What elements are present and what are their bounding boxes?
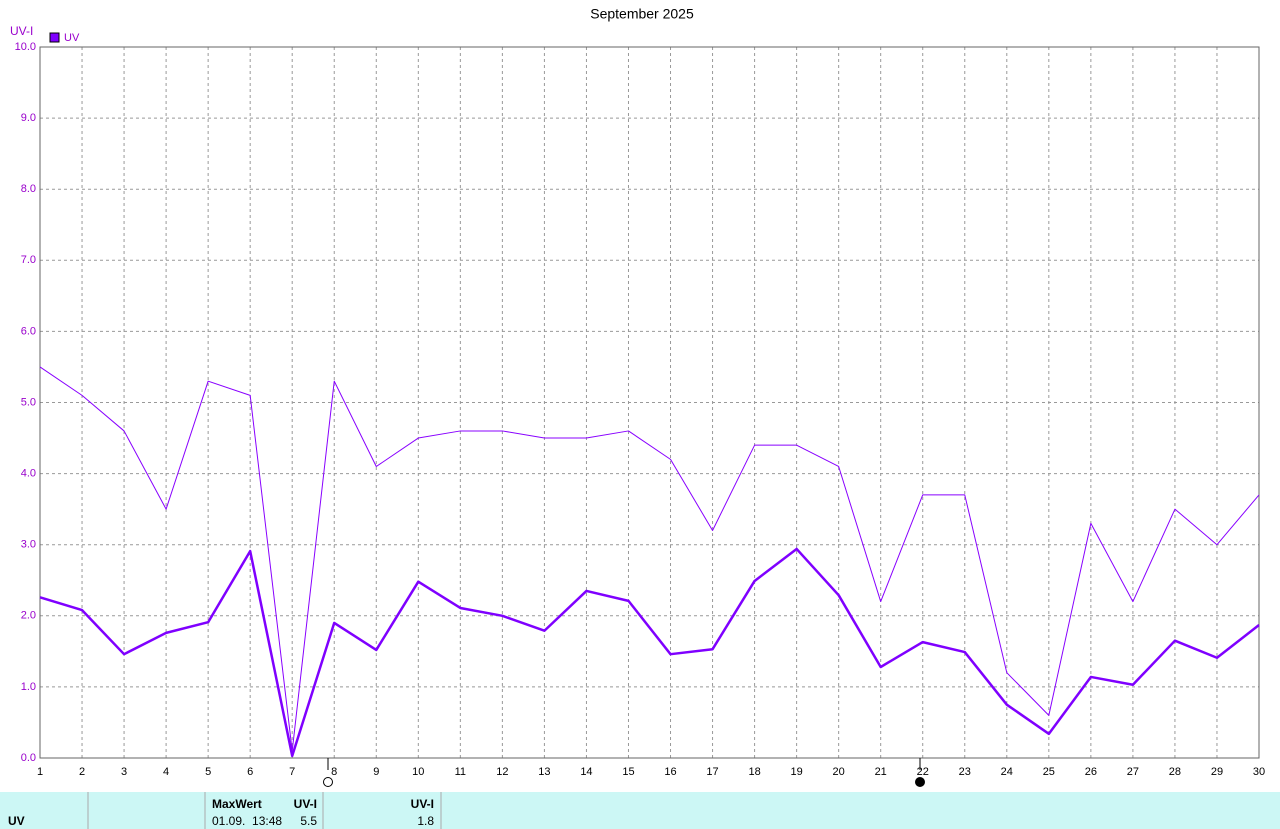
x-tick-label: 6 (247, 766, 253, 778)
legend-label: UV (64, 32, 80, 44)
moon-phase (323, 758, 925, 787)
y-tick-label: 0.0 (21, 752, 36, 764)
x-tick-label: 20 (833, 766, 845, 778)
y-tick-label: 8.0 (21, 183, 36, 195)
x-tick-label: 9 (373, 766, 379, 778)
y-tick-label: 10.0 (15, 41, 36, 53)
x-tick-label: 27 (1127, 766, 1139, 778)
y-tick-label: 4.0 (21, 468, 36, 480)
x-tick-label: 19 (790, 766, 802, 778)
x-tick-label: 25 (1043, 766, 1055, 778)
footer-header: UV-I (294, 797, 317, 811)
x-tick-label: 2 (79, 766, 85, 778)
footer-header: MaxWert (212, 797, 262, 811)
y-tick-label: 2.0 (21, 610, 36, 622)
x-tick-label: 4 (163, 766, 169, 778)
plot-frame (39, 46, 1260, 759)
footer-header: UV-I (411, 797, 434, 811)
x-tick-label: 11 (455, 766, 466, 778)
data-line (39, 366, 1260, 752)
x-tick-label: 28 (1169, 766, 1181, 778)
footer-cell: 01.09. 13:48 (212, 814, 282, 828)
x-tick-label: 21 (875, 766, 887, 778)
x-tick-label: 18 (748, 766, 760, 778)
new-moon (915, 777, 925, 787)
y-tick-label: 9.0 (21, 112, 36, 124)
x-tick-label: 23 (959, 766, 971, 778)
footer-bg (0, 792, 1280, 829)
data-line (39, 547, 1260, 758)
x-tick-label: 13 (538, 766, 550, 778)
x-tick-label: 8 (331, 766, 337, 778)
x-tick-label: 12 (496, 766, 508, 778)
y-tick-label: 7.0 (21, 254, 36, 266)
chart-title: September 2025 (590, 6, 694, 22)
y-tick-label: 3.0 (21, 539, 36, 551)
x-tick-label: 22 (917, 766, 929, 778)
x-tick-label: 5 (205, 766, 211, 778)
x-tick-label: 10 (412, 766, 424, 778)
x-tick-label: 3 (121, 766, 127, 778)
x-tick-label: 7 (289, 766, 295, 778)
x-tick-label: 29 (1211, 766, 1223, 778)
full-moon (323, 777, 333, 787)
x-tick-label: 30 (1253, 766, 1265, 778)
grid (39, 46, 1260, 759)
x-tick-label: 1 (37, 766, 43, 778)
x-tick-label: 26 (1085, 766, 1097, 778)
footer-table: UV MaxWert UV-I UV-I 01.09. 13:48 5.5 1.… (0, 792, 1280, 829)
x-tick-label: 16 (664, 766, 676, 778)
footer-cell: 5.5 (300, 814, 317, 828)
x-tick-label: 24 (1001, 766, 1013, 778)
footer-cell: 1.8 (417, 814, 434, 828)
legend-swatch (49, 32, 60, 43)
y-axis-label: UV-I (10, 24, 33, 38)
footer-row-label: UV (8, 814, 25, 828)
x-tick-label: 14 (580, 766, 592, 778)
x-tick-label: 15 (622, 766, 634, 778)
x-tick-label: 17 (706, 766, 718, 778)
y-tick-label: 6.0 (21, 325, 36, 337)
y-tick-label: 5.0 (21, 396, 36, 408)
y-tick-label: 1.0 (21, 681, 36, 693)
